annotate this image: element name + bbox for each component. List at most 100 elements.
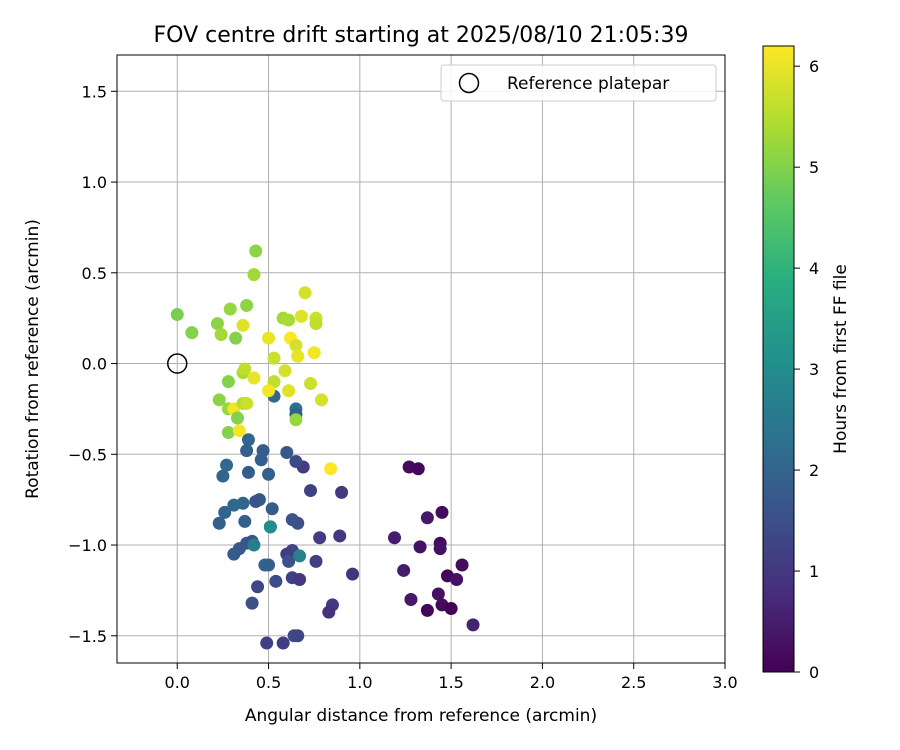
y-tick-label: 1.5 [82, 82, 107, 101]
plot-frame [116, 54, 726, 664]
scatter-point [241, 433, 255, 447]
y-tick-label: 1.0 [82, 173, 107, 192]
grid [117, 55, 726, 663]
scatter-point [466, 618, 480, 632]
scatter-point [411, 462, 425, 476]
scatter-point [291, 349, 305, 363]
scatter-point [170, 308, 184, 322]
legend-box [440, 64, 717, 102]
scatter-point [335, 485, 349, 499]
scatter-point [435, 505, 449, 519]
scatter-point [247, 371, 261, 385]
scatter-point [433, 542, 447, 556]
x-tick-label: 2.0 [530, 673, 555, 692]
scatter-point [322, 605, 336, 619]
scatter-point [241, 465, 255, 479]
scatter-point [262, 384, 276, 398]
scatter-point [282, 313, 296, 327]
y-tick-label: 0.0 [82, 355, 107, 374]
scatter-point [450, 573, 464, 587]
colorbar-tick-label: 4 [809, 259, 819, 278]
x-tick-label: 1.0 [347, 673, 372, 692]
scatter-point [212, 516, 226, 530]
scatter-point [293, 573, 307, 587]
scatter-point [324, 462, 338, 476]
scatter-point [388, 531, 402, 545]
y-tick-label: −1.0 [68, 536, 107, 555]
scatter-point [210, 317, 224, 331]
scatter-point [282, 554, 296, 568]
y-axis-ticks: 1.5 1.0 0.5 0.0 −0.5 −1.0 −1.5 [68, 82, 117, 646]
scatter-point [240, 298, 254, 312]
scatter-point [293, 549, 307, 563]
legend-label: Reference platepar [507, 74, 669, 94]
scatter-point [309, 554, 323, 568]
y-tick-label: −1.5 [68, 627, 107, 646]
scatter-point [251, 580, 265, 594]
scatter-point [413, 540, 427, 554]
scatter-point [420, 511, 434, 525]
scatter-point [220, 458, 234, 472]
scatter-point [247, 538, 261, 552]
scatter-point [245, 596, 259, 610]
scatter-point [260, 636, 274, 650]
scatter-points [170, 244, 480, 650]
scatter-point [444, 602, 458, 616]
scatter-point [240, 444, 254, 458]
scatter-point [307, 346, 321, 360]
reference-platepar-marker [167, 353, 188, 374]
x-tick-label: 1.5 [438, 673, 463, 692]
scatter-point [309, 317, 323, 331]
scatter-point [282, 384, 296, 398]
legend-marker [458, 72, 480, 94]
chart-title: FOV centre drift starting at 2025/08/10 … [154, 23, 689, 48]
scatter-point [298, 286, 312, 300]
scatter-point [263, 520, 277, 534]
scatter-point [212, 393, 226, 407]
scatter-point [223, 302, 237, 316]
scatter-point [236, 318, 250, 332]
scatter-point [404, 592, 418, 606]
scatter-point [280, 445, 294, 459]
scatter-point [231, 411, 245, 425]
scatter-point [289, 338, 303, 352]
scatter-point [238, 362, 252, 376]
scatter-point [276, 636, 290, 650]
scatter-point [314, 393, 328, 407]
colorbar [762, 45, 795, 673]
x-tick-label: 0.0 [165, 673, 190, 692]
scatter-point [294, 309, 308, 323]
scatter-point [267, 351, 281, 365]
colorbar-ticks: 0 1 2 3 4 5 6 [794, 57, 819, 682]
scatter-point [333, 529, 347, 543]
scatter-point [238, 514, 252, 528]
legend: Reference platepar [440, 64, 717, 102]
scatter-point [227, 498, 241, 512]
scatter-point [291, 516, 305, 530]
scatter-point [247, 268, 261, 282]
colorbar-tick-label: 0 [809, 663, 819, 682]
scatter-point [291, 629, 305, 643]
scatter-point [240, 396, 254, 410]
colorbar-tick-label: 5 [809, 158, 819, 177]
x-tick-label: 2.5 [621, 673, 646, 692]
scatter-point [185, 326, 199, 340]
scatter-point [289, 455, 303, 469]
scatter-point [221, 426, 235, 440]
scatter-point [218, 505, 232, 519]
y-tick-label: 0.5 [82, 264, 107, 283]
scatter-point [232, 424, 246, 438]
scatter-point [278, 364, 292, 378]
scatter-point [249, 494, 263, 508]
scatter-point [262, 467, 276, 481]
x-axis-ticks: 0.0 0.5 1.0 1.5 2.0 2.5 3.0 [165, 663, 738, 692]
scatter-point [229, 331, 243, 345]
scatter-point [262, 331, 276, 345]
colorbar-tick-label: 6 [809, 57, 819, 76]
scatter-point [262, 558, 276, 572]
scatter-point [304, 377, 318, 391]
scatter-point [227, 547, 241, 561]
scatter-point [397, 563, 411, 577]
y-axis-label: Rotation from reference (arcmin) [23, 219, 43, 499]
